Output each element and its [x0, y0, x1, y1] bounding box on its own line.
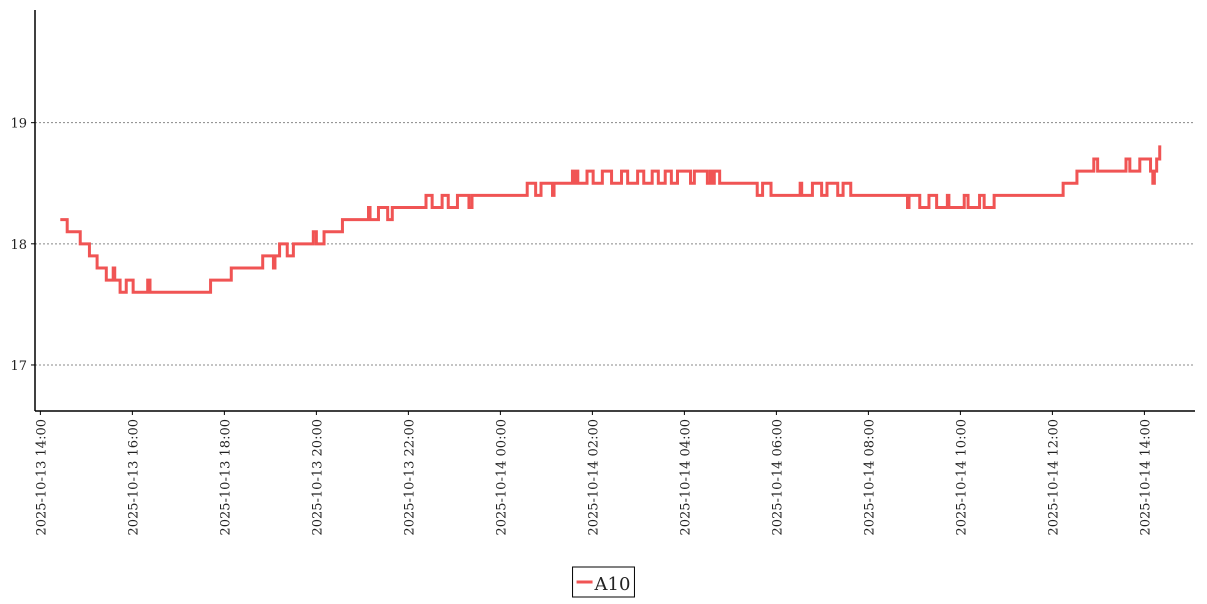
x-tick-label: 2025-10-14 00:00: [494, 419, 509, 536]
x-tick-label: 2025-10-14 04:00: [678, 419, 693, 536]
x-tick-label: 2025-10-13 18:00: [218, 419, 233, 536]
x-tick-label: 2025-10-14 02:00: [586, 419, 601, 536]
x-tick-label: 2025-10-13 22:00: [402, 419, 417, 536]
x-tick-label: 2025-10-14 14:00: [1138, 419, 1153, 536]
x-tick-label: 2025-10-14 08:00: [862, 419, 877, 536]
x-tick-label: 2025-10-13 20:00: [310, 419, 325, 536]
y-tick-label: 19: [10, 117, 27, 132]
series-line: [60, 145, 1162, 294]
x-tick-label: 2025-10-14 12:00: [1046, 419, 1061, 536]
x-tick-label: 2025-10-13 16:00: [126, 419, 141, 536]
legend-label: A10: [594, 574, 631, 595]
y-tick-label: 18: [10, 238, 27, 253]
x-tick-label: 2025-10-13 14:00: [34, 419, 49, 536]
y-tick-label: 17: [10, 359, 27, 374]
x-tick-label: 2025-10-14 06:00: [770, 419, 785, 536]
legend: A10: [572, 566, 635, 598]
x-tick-label: 2025-10-14 10:00: [954, 419, 969, 536]
